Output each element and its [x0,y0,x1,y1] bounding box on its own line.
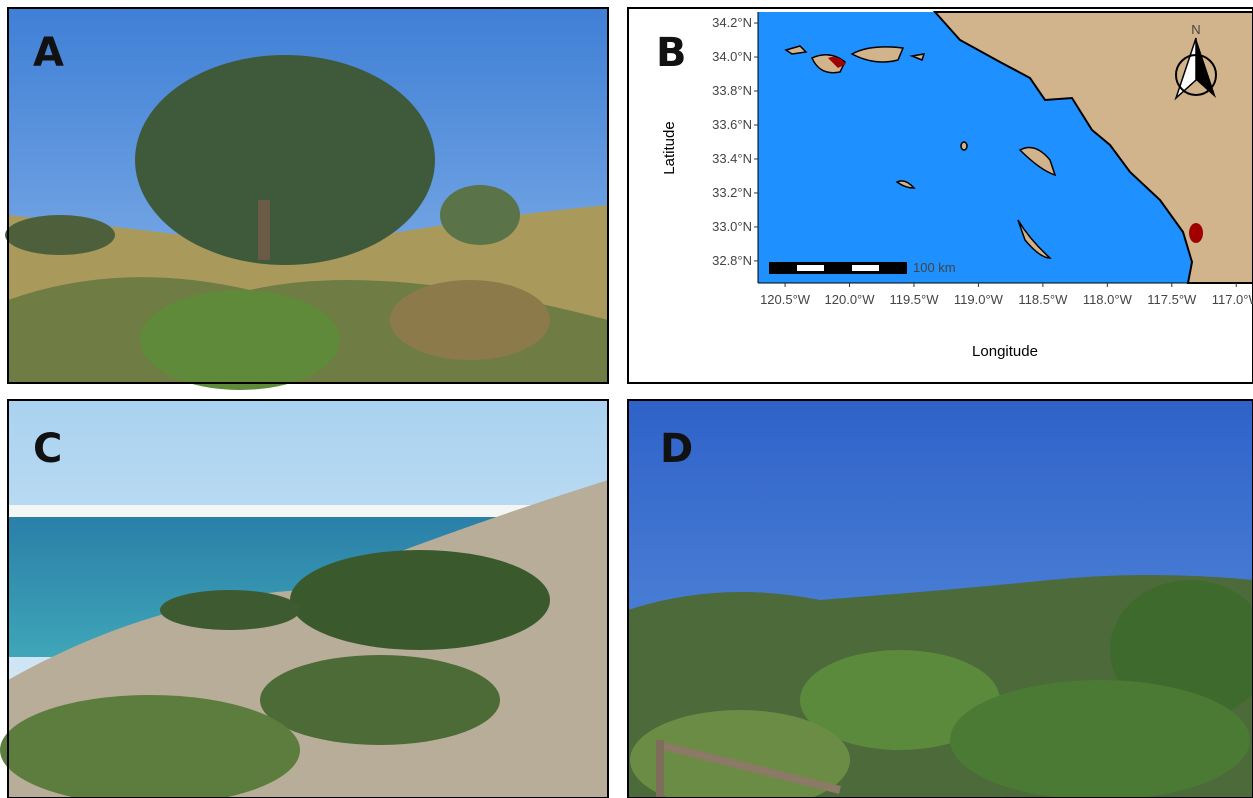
y-tick-label: 32.8°N [712,253,752,268]
y-tick-label: 33.6°N [712,117,752,132]
panel-label: B [656,30,687,76]
y-tick-label: 34.0°N [712,49,752,64]
x-axis-label: Longitude [972,343,1038,360]
panel-label: C [33,426,62,472]
y-tick-label: 34.2°N [712,15,752,30]
x-tick-label: 120.0°W [825,292,876,307]
x-tick-label: 117.5°W [1147,292,1197,307]
x-tick-label: 118.5°W [1018,292,1068,307]
scale-bar [769,262,907,274]
panel-label: A [33,30,64,76]
page: {"panels": [{"label": "A"}, {"label": "B… [0,0,1253,798]
scale-label: 100 km [913,260,956,275]
x-tick-label: 117.0°W [1212,292,1253,307]
y-tick-label: 33.2°N [712,185,752,200]
x-tick-label: 120.5°W [760,292,811,307]
panel-label: D [660,426,693,472]
y-tick-label: 33.8°N [712,83,752,98]
x-tick-label: 119.0°W [954,292,1004,307]
x-tick-label: 118.0°W [1083,292,1133,307]
x-tick-label: 119.5°W [889,292,939,307]
y-tick-label: 33.0°N [712,219,752,234]
photo-c [0,400,608,798]
y-axis-label: Latitude [661,121,678,174]
y-tick-label: 33.4°N [712,151,752,166]
figure: A 100 km N Longitude Lat [0,0,1253,798]
photo-d [628,400,1253,798]
north-label: N [1191,22,1200,37]
photo-a [5,8,608,390]
